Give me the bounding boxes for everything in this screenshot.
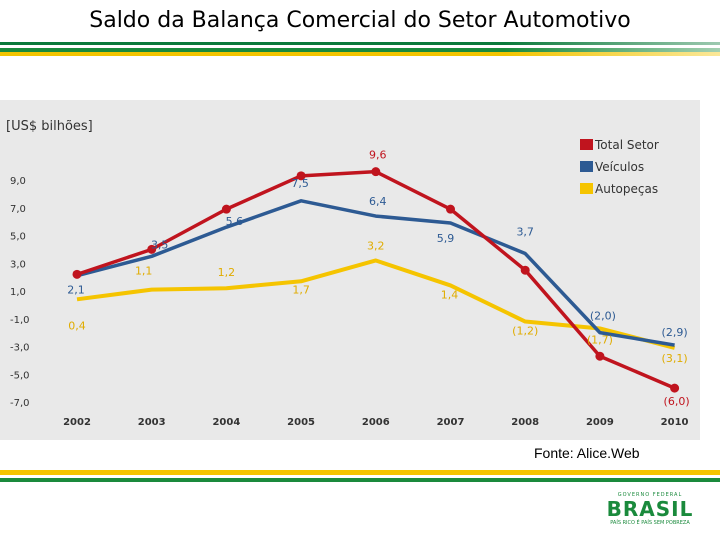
data-label-veiculos: 3,7	[516, 226, 534, 239]
source-note: Fonte: Alice.Web	[534, 445, 640, 461]
data-label-autopecas: 0,4	[68, 319, 86, 332]
total-marker	[296, 171, 306, 181]
logo-sub-text: PAÍS RICO É PAÍS SEM POBREZA	[610, 520, 690, 526]
x-tick-label: 2007	[437, 417, 465, 428]
slide-title: Saldo da Balança Comercial do Setor Auto…	[89, 8, 631, 33]
data-label-veiculos: 2,1	[67, 284, 85, 297]
data-label-total: (6,0)	[664, 395, 690, 408]
data-label-autopecas: (1,7)	[587, 333, 613, 346]
data-label-autopecas: 3,2	[367, 239, 385, 252]
total-marker	[221, 204, 231, 214]
brasil-government-logo: GOVERNO FEDERAL BRASIL PAÍS RICO É PAÍS …	[602, 492, 698, 528]
legend-swatch-total	[580, 139, 593, 150]
y-tick-label: 1,0	[10, 287, 26, 298]
legend-label-veiculos: Veículos	[595, 160, 644, 174]
total-marker	[520, 265, 530, 275]
data-label-autopecas: 1,4	[441, 288, 459, 301]
logo-main-text: BRASIL	[606, 497, 694, 521]
y-tick-label: -3,0	[10, 343, 30, 354]
series-line-autopecas	[76, 258, 676, 350]
data-label-veiculos: 6,4	[369, 195, 387, 208]
legend-label-total: Total Setor	[594, 138, 659, 152]
total-marker	[72, 269, 82, 279]
x-tick-label: 2003	[138, 417, 166, 428]
data-label-autopecas: (1,2)	[512, 325, 538, 338]
data-label-autopecas: 1,7	[292, 283, 310, 296]
data-label-autopecas: 1,1	[135, 265, 153, 278]
x-tick-label: 2006	[362, 417, 390, 428]
data-label-veiculos: (2,0)	[590, 310, 616, 323]
data-label-veiculos: 5,6	[226, 215, 244, 228]
data-label-total: 9,6	[369, 149, 387, 162]
logo-top-text: GOVERNO FEDERAL	[617, 492, 683, 498]
total-marker	[670, 383, 680, 393]
y-tick-label: 3,0	[10, 259, 26, 270]
legend-swatch-autopecas	[580, 183, 593, 194]
total-marker	[595, 351, 605, 361]
total-marker	[147, 244, 157, 254]
series-line-veiculos	[76, 199, 675, 347]
x-tick-label: 2008	[511, 417, 539, 428]
data-label-veiculos: (2,9)	[662, 326, 688, 339]
data-label-veiculos: 7,5	[291, 177, 309, 190]
legend-swatch-veiculos	[580, 161, 593, 172]
top-band-fade	[0, 42, 720, 64]
y-tick-label: 9,0	[10, 176, 26, 187]
total-marker	[446, 204, 455, 214]
y-tick-label: -1,0	[10, 315, 30, 326]
trade-balance-chart: [US$ bilhões] 9,0 7,0 5,0 3,0 1,0 -1,0 -3,0 -5,0…	[6, 119, 690, 428]
chart-panel	[0, 100, 700, 440]
x-tick-label: 2009	[586, 417, 614, 428]
x-tick-label: 2005	[287, 417, 315, 428]
y-tick-label: -5,0	[10, 370, 30, 381]
data-label-autopecas: 1,2	[218, 266, 236, 279]
total-marker	[371, 167, 381, 177]
y-tick-label: 5,0	[10, 232, 26, 243]
data-label-autopecas: (3,1)	[662, 352, 688, 365]
y-tick-label: -7,0	[10, 398, 30, 409]
data-label-veiculos: 3,5	[151, 238, 169, 251]
legend-label-autopecas: Autopeças	[595, 182, 658, 196]
data-label-veiculos: 5,9	[437, 232, 455, 245]
x-tick-label: 2004	[212, 417, 240, 428]
x-tick-label: 2010	[661, 417, 689, 428]
bottom-decorative-band	[0, 470, 720, 490]
x-tick-label: 2002	[63, 417, 91, 428]
y-tick-label: 7,0	[10, 204, 26, 215]
y-unit-label: [US$ bilhões]	[6, 119, 93, 134]
